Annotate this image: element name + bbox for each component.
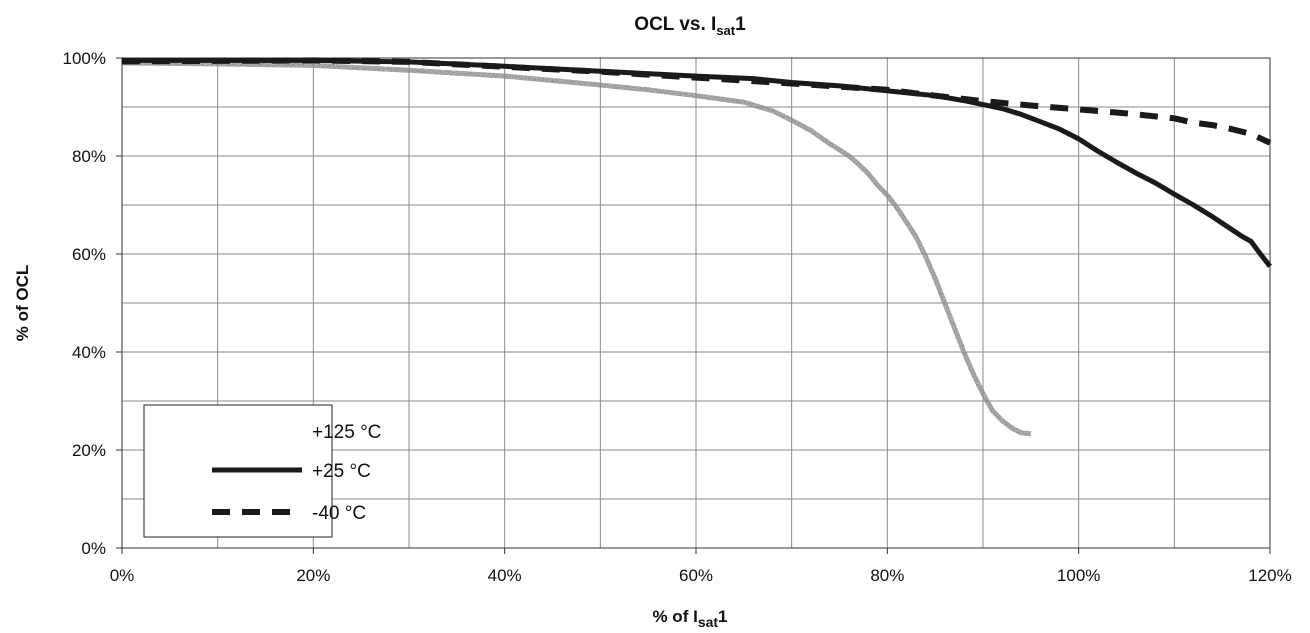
y-tick-label: 20% — [72, 441, 106, 460]
chart-title: OCL vs. Isat1 — [634, 14, 746, 38]
series-lines — [121, 57, 1272, 437]
legend-label-25c: +25 °C — [312, 461, 371, 482]
series-125c-line — [121, 60, 1032, 437]
series-minus40c-line — [121, 57, 1272, 146]
legend-label-minus40c: -40 °C — [312, 503, 366, 524]
x-axis-title: % of Isat1 — [652, 607, 727, 630]
x-axis-ticks: 0% 20% 40% 60% 80% 100% 120% — [110, 548, 1292, 585]
y-tick-label: 100% — [63, 49, 106, 68]
y-tick-label: 60% — [72, 245, 106, 264]
x-tick-label: 0% — [110, 566, 135, 585]
y-tick-label: 40% — [72, 343, 106, 362]
series-25c-line — [122, 57, 1272, 268]
y-axis-ticks: 0% 20% 40% 60% 80% 100% — [63, 49, 122, 558]
x-tick-label: 40% — [488, 566, 522, 585]
x-tick-label: 60% — [679, 566, 713, 585]
x-tick-label: 80% — [870, 566, 904, 585]
y-axis-title: % of OCL — [13, 265, 32, 342]
x-tick-label: 120% — [1248, 566, 1291, 585]
y-tick-label: 80% — [72, 147, 106, 166]
legend-label-125c: +125 °C — [312, 422, 381, 443]
x-tick-label: 20% — [296, 566, 330, 585]
legend: +125 °C +25 °C -40 °C — [143, 404, 381, 538]
y-tick-label: 0% — [81, 539, 106, 558]
x-tick-label: 100% — [1057, 566, 1100, 585]
